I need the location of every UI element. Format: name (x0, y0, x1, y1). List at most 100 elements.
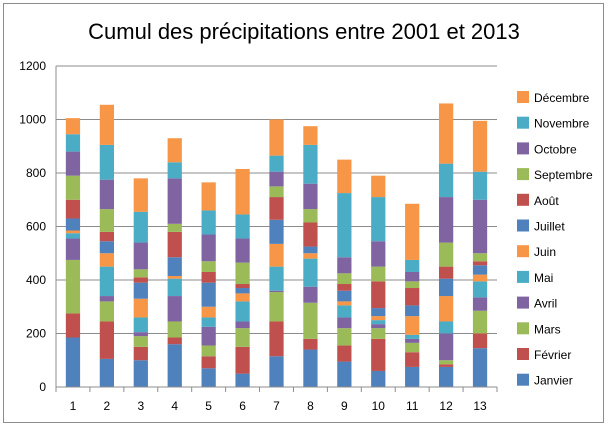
bar-segment (65, 313, 81, 338)
bar-segment (337, 301, 352, 306)
legend-label: Janvier (534, 374, 573, 388)
bar-segment (201, 368, 216, 387)
bar-segment (303, 222, 318, 247)
x-tick-label: 3 (137, 399, 144, 413)
bar-segment (371, 324, 386, 329)
bar-segment (405, 271, 420, 282)
axes (55, 66, 498, 392)
legend-item: Novembre (517, 116, 590, 131)
bar-segment (438, 278, 454, 297)
bar-segment (65, 199, 81, 219)
bar-segment (99, 301, 115, 322)
bar-segment (405, 281, 420, 289)
stacked-bar-chart: Cumul des précipitations entre 2001 et 2… (19, 19, 593, 413)
bar-segment (65, 118, 81, 135)
bar-segment (133, 360, 148, 387)
bar-segment (235, 262, 250, 285)
x-tick-label: 12 (439, 399, 453, 413)
bar-segment (438, 242, 454, 267)
bar-segment (269, 155, 284, 172)
bar-segment (337, 159, 352, 194)
bar-segment (438, 296, 454, 322)
bar-segment (371, 320, 386, 325)
bar-segment (371, 308, 386, 317)
bar-segment (65, 134, 81, 152)
y-tick-label: 800 (26, 166, 46, 180)
bar-segment (472, 333, 488, 349)
bar-segment (167, 231, 182, 258)
bar-segment (303, 258, 318, 287)
x-tick-label: 1 (70, 399, 77, 413)
bar-segment (337, 328, 352, 346)
bar-segment (303, 126, 318, 145)
bar-segment (472, 281, 488, 298)
bar-segment (133, 298, 148, 318)
x-tick-label: 11 (406, 399, 419, 413)
legend-swatch (517, 348, 529, 360)
x-tick-label: 8 (307, 399, 314, 413)
legend: Décembre Novembre Octobre Septembre Août Juil… (517, 91, 593, 388)
legend-item: Août (517, 193, 559, 208)
bar-segment (235, 284, 250, 289)
bar-segment (167, 296, 182, 322)
bar-segment (167, 223, 182, 232)
bar-segment (371, 338, 386, 371)
legend-swatch (517, 168, 529, 181)
bar-segment (167, 138, 182, 163)
x-tick-label: 5 (205, 399, 212, 413)
bar-segment (269, 321, 284, 357)
bar-segment (472, 120, 488, 172)
bar-segment (99, 253, 115, 267)
bar-segment (167, 278, 182, 297)
bar-segment (235, 301, 250, 322)
bar-segment (269, 243, 284, 267)
legend-item: Mai (517, 270, 553, 285)
bar-segment (99, 104, 115, 145)
x-tick-label: 6 (239, 399, 246, 413)
bar-segment (472, 348, 488, 387)
legend-item: Janvier (517, 373, 573, 388)
legend-item: Mars (517, 322, 561, 336)
bar-segment (99, 241, 115, 254)
y-tick-labels: 0 200 400 600 800 1000 1200 (19, 59, 46, 394)
bar-segment (99, 144, 115, 180)
bar-segment (405, 259, 420, 272)
legend-swatch (517, 270, 529, 283)
bar-segment (371, 175, 386, 198)
bar-segment (65, 238, 81, 260)
x-tick-labels: 1 2 3 4 5 6 7 8 9 10 11 12 13 (70, 399, 487, 413)
bar-segment (235, 238, 250, 263)
bar-segment (65, 151, 81, 176)
x-tick-label: 2 (104, 399, 111, 413)
bar-segment (303, 246, 318, 254)
bar-segment (269, 290, 284, 293)
bar-segment (405, 366, 420, 387)
legend-label: Avril (534, 297, 557, 311)
chart-title: Cumul des précipitations entre 2001 et 2… (88, 19, 520, 44)
bar-segment (438, 163, 454, 198)
legend-label: Février (534, 348, 571, 362)
bar-segment (269, 186, 284, 198)
bar-segment (438, 321, 454, 334)
bar-segment (337, 290, 352, 302)
bar-segment (65, 337, 81, 387)
x-tick-label: 4 (171, 399, 178, 413)
bar-segment (438, 360, 454, 365)
bar-segment (201, 306, 216, 318)
x-tick-label: 13 (473, 399, 487, 413)
bar-segment (337, 361, 352, 387)
bar-segment (235, 321, 250, 329)
bar-segment (99, 296, 115, 302)
bar-segment (472, 171, 488, 200)
x-tick-label: 10 (372, 399, 386, 413)
bar-segment (438, 266, 454, 279)
bar-segment (371, 328, 386, 339)
legend-item: Décembre (517, 91, 590, 105)
bar-segment (303, 302, 318, 339)
y-tick-label: 1000 (19, 113, 46, 127)
bar-segment (438, 333, 454, 361)
bar-segment (303, 286, 318, 303)
bar-segment (201, 345, 216, 357)
bar-segment (235, 373, 250, 387)
legend-swatch (517, 373, 529, 386)
